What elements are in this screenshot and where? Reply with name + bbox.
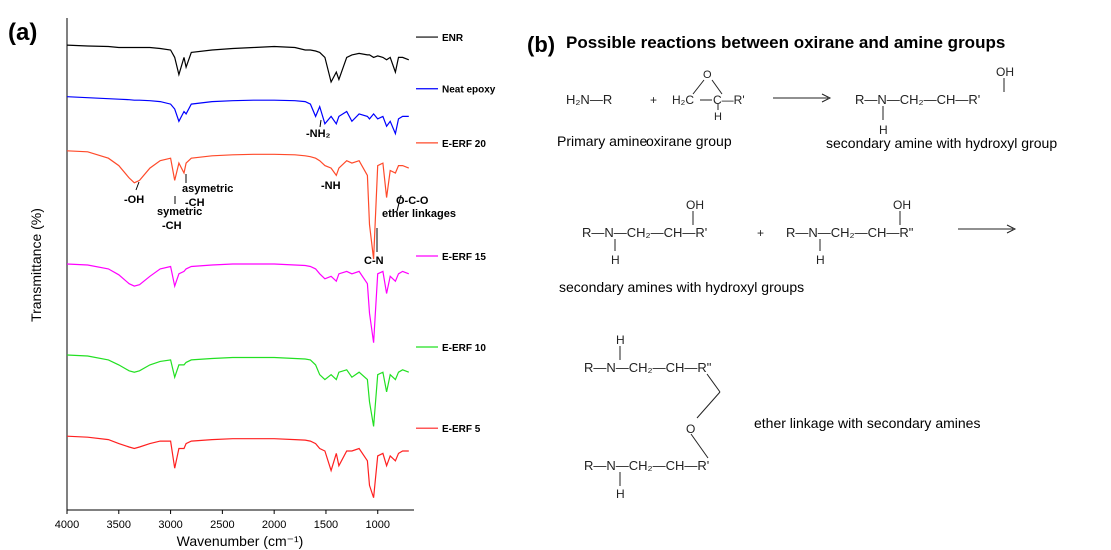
annotation-arrow xyxy=(319,119,322,128)
x-axis-label: Wavenumber (cm⁻¹) xyxy=(177,533,304,549)
legend-label: E-ERF 5 xyxy=(442,424,481,435)
annotation: -NH xyxy=(321,180,341,192)
arrow-head xyxy=(821,93,832,103)
annotation: O-C-O xyxy=(396,195,429,207)
formula: H xyxy=(611,253,620,267)
caption: ether linkage with secondary amines xyxy=(754,415,980,431)
annotation: asymetric xyxy=(182,183,233,195)
arrow-head xyxy=(1006,224,1017,234)
bond xyxy=(711,79,723,95)
legend-label: ENR xyxy=(442,33,464,44)
spectrum xyxy=(66,44,410,84)
bond xyxy=(696,391,721,419)
formula: H xyxy=(816,253,825,267)
spectrum xyxy=(66,354,410,427)
spectrum xyxy=(66,263,410,343)
formula: OH xyxy=(996,65,1014,79)
scheme-bonds xyxy=(614,78,1017,486)
spectrum xyxy=(66,150,410,260)
annotation: -CH xyxy=(185,197,205,209)
spectrum xyxy=(66,435,409,498)
bond xyxy=(690,433,709,459)
annotation: -NH₂ xyxy=(306,128,331,140)
panel-label: (b) xyxy=(527,32,555,57)
caption: secondary amine with hydroxyl group xyxy=(826,135,1057,151)
x-tick-label: 3500 xyxy=(107,519,131,531)
formula: R—N—CH₂—CH—R' xyxy=(584,458,709,473)
caption: secondary amines with hydroxyl groups xyxy=(559,279,804,295)
formula: O xyxy=(686,422,695,436)
formula: R—N—CH₂—CH—R' xyxy=(582,225,707,240)
formula: H₂C xyxy=(672,93,694,107)
caption: Primary amine xyxy=(557,133,647,149)
formula: O xyxy=(703,69,712,81)
formula: R—N—CH₂—CH—R' xyxy=(855,92,980,107)
formula: R—N—CH₂—CH—R" xyxy=(584,360,712,375)
x-tick-label: 3000 xyxy=(158,519,182,531)
x-tick-label: 2000 xyxy=(262,519,286,531)
formula: OH xyxy=(686,198,704,212)
annotation-arrow xyxy=(135,181,140,191)
legend-label: E-ERF 10 xyxy=(442,343,486,354)
bond xyxy=(692,79,705,95)
annotation: -CH xyxy=(162,220,182,232)
annotation: symetric xyxy=(157,206,202,218)
panel-label: (a) xyxy=(8,19,37,46)
formula: OH xyxy=(893,198,911,212)
formula: H xyxy=(616,487,625,501)
bond xyxy=(706,373,721,393)
formula: H₂N—R xyxy=(566,92,612,107)
annotation: ether linkages xyxy=(382,208,456,220)
x-tick-label: 4000 xyxy=(55,519,79,531)
legend-label: E-ERF 20 xyxy=(442,139,486,150)
x-tick-label: 1500 xyxy=(314,519,338,531)
annotation: C-N xyxy=(364,255,384,267)
formula: H xyxy=(616,333,625,347)
spectrum xyxy=(66,96,409,136)
x-tick-label: 1000 xyxy=(366,519,390,531)
formula: + xyxy=(650,93,657,107)
formula: R—N—CH₂—CH—R" xyxy=(786,225,914,240)
annotation-arrow xyxy=(396,194,402,212)
formula: + xyxy=(757,226,764,240)
scheme-title: Possible reactions between oxirane and a… xyxy=(566,33,1005,52)
legend-label: Neat epoxy xyxy=(442,85,496,96)
y-axis-label: Transmittance (%) xyxy=(28,208,44,322)
legend-label: E-ERF 15 xyxy=(442,252,486,263)
formula: H xyxy=(714,111,722,123)
formula: C—R' xyxy=(713,93,745,107)
annotation: -OH xyxy=(124,194,144,206)
x-tick-label: 2500 xyxy=(210,519,234,531)
caption: oxirane group xyxy=(646,133,732,149)
formula: H xyxy=(879,123,888,137)
